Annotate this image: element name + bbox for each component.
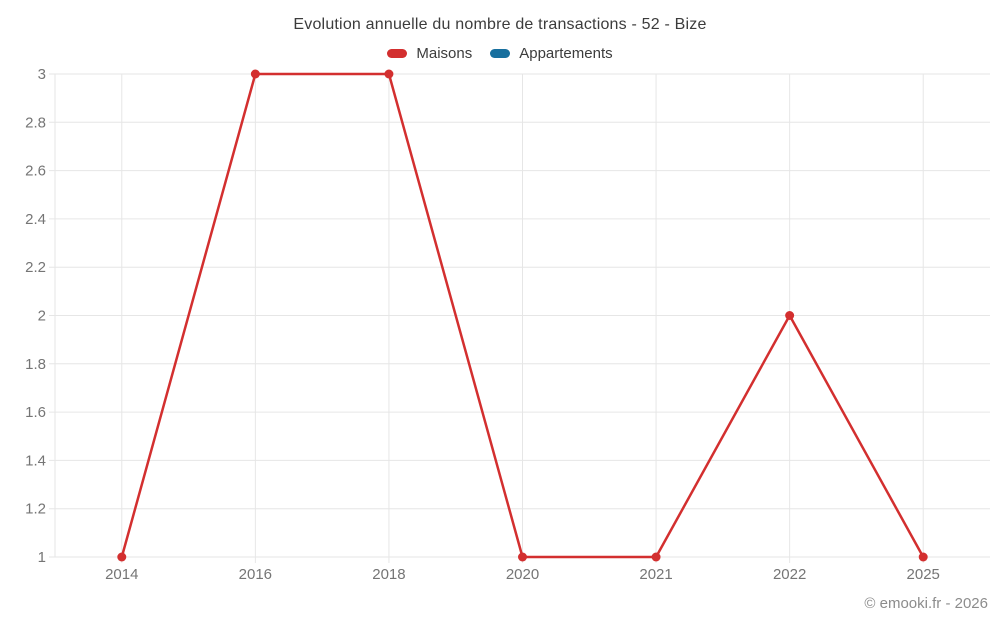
x-axis-tick-label: 2020 [506,566,539,583]
legend-item-maisons[interactable]: Maisons [387,45,472,62]
maisons-data-point[interactable] [384,69,394,79]
maisons-data-point[interactable] [785,311,795,320]
maisons-data-point[interactable] [518,552,527,562]
x-axis-tick-label: 2018 [372,566,405,583]
y-axis-tick-label: 1.6 [25,404,46,421]
maisons-data-point[interactable] [117,552,127,562]
legend-label-maisons: Maisons [416,45,473,62]
appartements-swatch-icon [490,49,511,58]
legend-item-appartements[interactable]: Appartements [490,45,613,62]
y-axis-tick-label: 3 [38,66,46,83]
legend-label-appartements: Appartements [519,45,613,62]
x-axis-tick-label: 2016 [239,566,272,583]
y-axis-tick-label: 2.4 [25,211,46,228]
x-axis-tick-label: 2021 [639,566,672,583]
copyright-footer: © emooki.fr - 2026 [864,595,988,612]
y-axis-tick-label: 1 [38,549,46,566]
y-axis-tick-label: 2.2 [25,259,46,276]
y-axis-tick-label: 2.8 [25,114,46,131]
maisons-data-point[interactable] [651,552,661,562]
maisons-swatch-icon [387,49,408,58]
x-axis-tick-label: 2014 [105,566,138,583]
chart-title: Evolution annuelle du nombre de transact… [293,16,707,33]
maisons-data-point[interactable] [918,552,928,562]
y-axis-tick-label: 2 [38,308,46,325]
y-axis-tick-label: 2.6 [25,163,46,180]
x-axis-tick-label: 2022 [773,566,806,583]
x-axis-tick-label: 2025 [907,566,940,583]
y-axis-tick-label: 1.2 [25,501,46,518]
y-axis-tick-label: 1.4 [25,452,46,469]
maisons-data-point[interactable] [250,69,260,79]
y-axis-tick-label: 1.8 [25,356,46,373]
chart-legend: Maisons Appartements [0,45,1000,62]
